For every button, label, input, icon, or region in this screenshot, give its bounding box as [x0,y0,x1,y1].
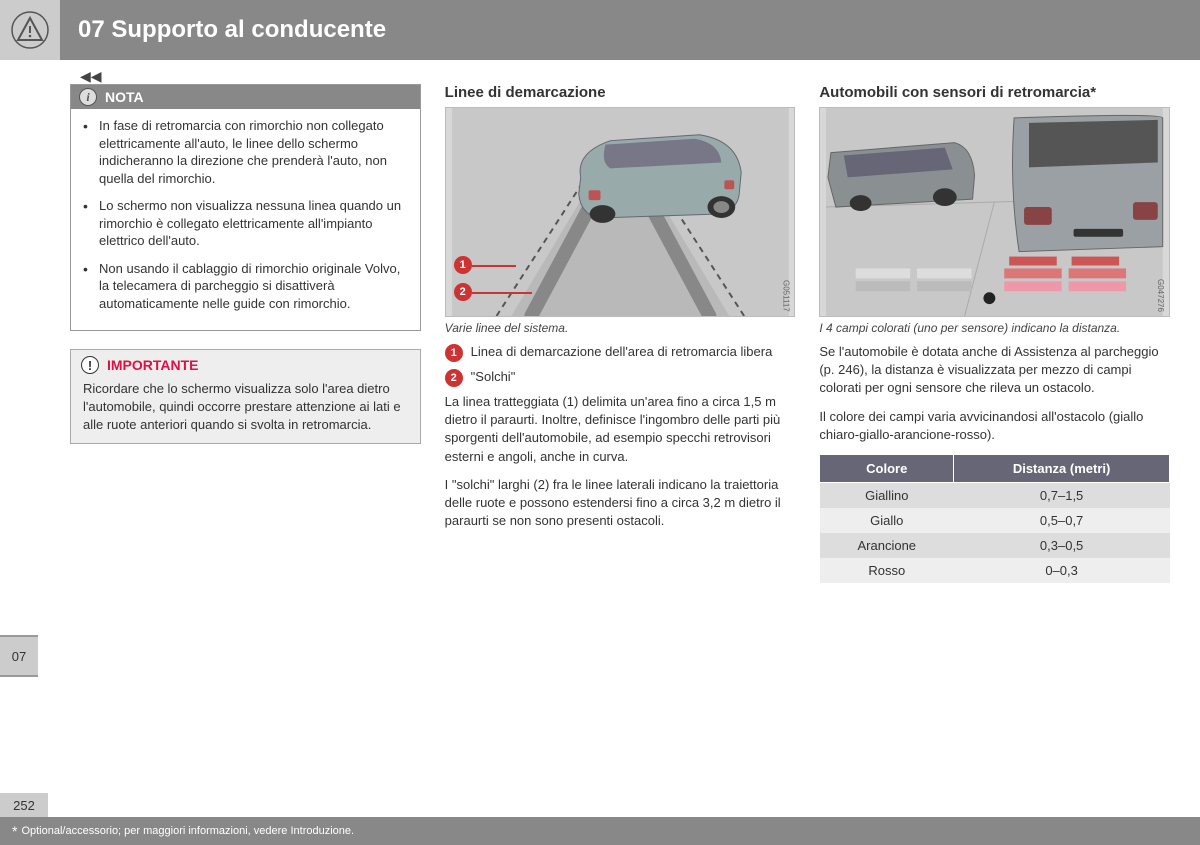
table-cell: Giallo [820,508,954,533]
figure-demarcation-lines: 1 2 G051117 [445,107,796,317]
figure-reference: G051117 [781,280,790,312]
table-row: Rosso 0–0,3 [820,558,1170,583]
table-row: Giallino 0,7–1,5 [820,482,1170,508]
important-title: IMPORTANTE [107,357,199,373]
figure-reference: G047276 [1156,279,1165,312]
continuation-arrows-icon: ◀◀ [80,68,102,85]
callout-row: 1 Linea di demarcazione dell'area di ret… [445,343,796,362]
important-body: Ricordare che lo schermo visualizza solo… [71,376,420,443]
section-heading-sensors: Automobili con sensori di retromarcia* [819,84,1170,101]
page-footer: * Optional/accessorio; per maggiori info… [0,817,1200,845]
page-number: 252 [0,793,48,817]
column-1: i NOTA In fase di retromarcia con rimorc… [70,84,421,583]
figure-caption: I 4 campi colorati (uno per sensore) ind… [819,321,1170,335]
important-box: ! IMPORTANTE Ricordare che lo schermo vi… [70,349,421,444]
figure-marker-1: 1 [454,256,472,274]
note-header: i NOTA [71,85,420,109]
figure-parking-sensors: G047276 [819,107,1170,317]
table-cell: Arancione [820,533,954,558]
table-cell: Rosso [820,558,954,583]
note-box: i NOTA In fase di retromarcia con rimorc… [70,84,421,331]
paragraph: La linea tratteggiata (1) delimita un'ar… [445,393,796,466]
table-cell: Giallino [820,482,954,508]
note-item: Non usando il cablaggio di rimorchio ori… [83,260,408,313]
callout-number: 1 [445,344,463,362]
paragraph: Il colore dei campi varia avvicinandosi … [819,408,1170,444]
paragraph: I "solchi" larghi (2) fra le linee later… [445,476,796,531]
note-item: In fase di retromarcia con rimorchio non… [83,117,408,187]
note-body: In fase di retromarcia con rimorchio non… [71,109,420,330]
footer-text: Optional/accessorio; per maggiori inform… [21,825,354,837]
figure-marker-line [472,265,516,267]
table-cell: 0,7–1,5 [954,482,1170,508]
table-row: Arancione 0,3–0,5 [820,533,1170,558]
figure-caption: Varie linee del sistema. [445,321,796,335]
column-3: Automobili con sensori di retromarcia* [819,84,1170,583]
callout-text: "Solchi" [471,368,516,387]
callout-row: 2 "Solchi" [445,368,796,387]
warning-triangle-icon [0,0,60,60]
paragraph: Se l'automobile è dotata anche di Assist… [819,343,1170,398]
chapter-title: 07 Supporto al conducente [60,16,386,44]
table-row: Giallo 0,5–0,7 [820,508,1170,533]
callout-text: Linea di demarcazione dell'area di retro… [471,343,773,362]
distance-table: Colore Distanza (metri) Giallino 0,7–1,5… [819,454,1170,583]
note-item: Lo schermo non visualizza nessuna linea … [83,197,408,250]
important-header: ! IMPORTANTE [71,350,420,376]
main-content: i NOTA In fase di retromarcia con rimorc… [0,60,1200,583]
footer-asterisk: * [12,823,17,839]
table-cell: 0,3–0,5 [954,533,1170,558]
section-heading-demarcation: Linee di demarcazione [445,84,796,101]
column-2: Linee di demarcazione [445,84,796,583]
figure-marker-line [472,292,532,294]
callout-number: 2 [445,369,463,387]
exclamation-icon: ! [81,356,99,374]
chapter-tab: 07 [0,635,38,677]
table-cell: 0–0,3 [954,558,1170,583]
table-header: Colore [820,454,954,482]
table-header: Distanza (metri) [954,454,1170,482]
figure-marker-2: 2 [454,283,472,301]
page-header: 07 Supporto al conducente [0,0,1200,60]
table-cell: 0,5–0,7 [954,508,1170,533]
info-icon: i [79,88,97,106]
note-title: NOTA [105,89,144,105]
